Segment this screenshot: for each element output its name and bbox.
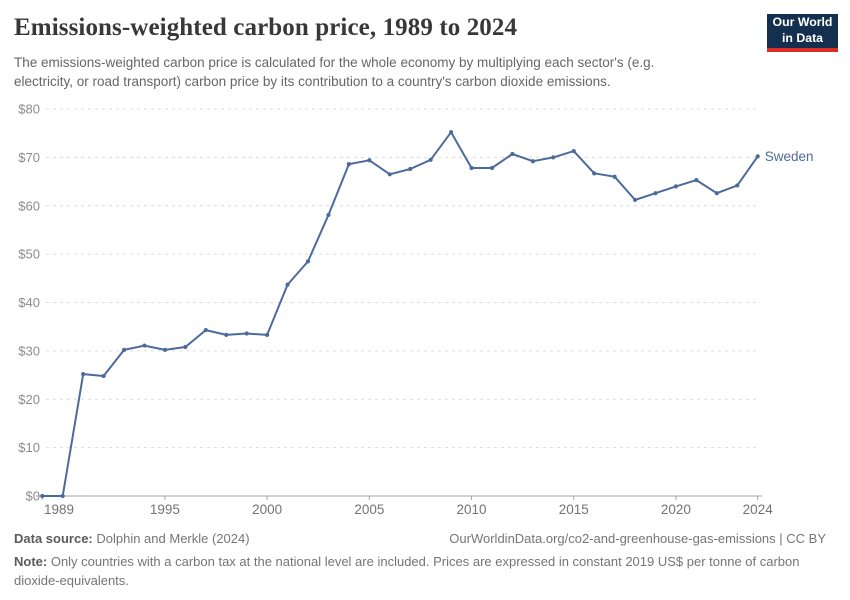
series-end-label[interactable]: Sweden	[765, 149, 814, 164]
data-point[interactable]	[694, 178, 699, 183]
owid-logo-text: Our World in Data	[767, 14, 838, 48]
data-point[interactable]	[387, 172, 392, 177]
data-point[interactable]	[203, 327, 208, 333]
data-point[interactable]	[265, 332, 270, 338]
data-point[interactable]	[121, 347, 127, 353]
data-point[interactable]	[489, 165, 495, 171]
data-point[interactable]	[612, 174, 617, 179]
data-point[interactable]	[469, 165, 474, 171]
chart-header: Emissions-weighted carbon price, 1989 to…	[14, 14, 838, 92]
footer-note: Note: Only countries with a carbon tax a…	[14, 553, 819, 591]
owid-logo-line2: in Data	[782, 31, 823, 45]
y-tick-label: $30	[18, 343, 40, 358]
data-point[interactable]	[101, 373, 106, 379]
chart-footer: Data source: Dolphin and Merkle (2024) O…	[14, 531, 826, 591]
note-label: Note:	[14, 554, 48, 569]
data-point[interactable]	[142, 343, 147, 348]
owid-logo-red-bar	[767, 48, 838, 52]
page-title: Emissions-weighted carbon price, 1989 to…	[14, 14, 518, 41]
data-point[interactable]	[714, 191, 719, 196]
y-tick-label: $70	[18, 150, 40, 165]
data-source-label: Data source:	[14, 531, 93, 546]
y-tick-label: $50	[18, 247, 40, 262]
x-tick-label: 1995	[150, 502, 180, 517]
data-point[interactable]	[449, 130, 454, 135]
note-value: Only countries with a carbon tax at the …	[14, 554, 800, 588]
chart-subtitle: The emissions-weighted carbon price is c…	[14, 55, 655, 89]
data-point[interactable]	[510, 151, 515, 157]
data-point[interactable]	[408, 166, 413, 172]
y-tick-label: $20	[18, 392, 40, 407]
line-chart[interactable]: $0 $10 $20 $30 $40 $50 $60 $70 $80 1989 1995 2000 20…	[0, 96, 850, 528]
data-point[interactable]	[285, 282, 290, 287]
y-tick-label: $60	[18, 198, 40, 213]
data-point[interactable]	[162, 347, 168, 353]
y-tick-label: $0	[26, 489, 40, 504]
data-point[interactable]	[428, 157, 433, 162]
y-tick-label: $80	[18, 102, 40, 117]
data-point[interactable]	[632, 197, 638, 203]
price-line	[41, 131, 759, 497]
data-point[interactable]	[755, 154, 760, 159]
data-point[interactable]	[60, 493, 65, 499]
x-tick-label: 2005	[354, 502, 384, 517]
x-tick-label: 1989	[44, 502, 74, 517]
data-point[interactable]	[530, 159, 535, 164]
data-point[interactable]	[326, 212, 331, 218]
data-point[interactable]	[571, 148, 576, 154]
owid-logo-line1: Our World	[772, 15, 833, 30]
owid-logo[interactable]: Our World in Data	[767, 14, 838, 52]
y-tick-label: $40	[18, 295, 40, 310]
x-tick-label: 2010	[457, 502, 487, 517]
data-point[interactable]	[81, 371, 86, 377]
data-point[interactable]	[673, 184, 679, 189]
x-tick-label: 2015	[559, 502, 589, 517]
data-point[interactable]	[735, 183, 740, 188]
data-point[interactable]	[40, 493, 45, 499]
data-source-value: Dolphin and Merkle (2024)	[92, 531, 250, 546]
x-tick-label: 2000	[252, 502, 282, 517]
x-tick-label: 2020	[661, 502, 691, 517]
data-point[interactable]	[244, 331, 249, 336]
footer-source-row: Data source: Dolphin and Merkle (2024) O…	[14, 531, 826, 546]
y-tick-label: $10	[18, 440, 40, 455]
data-point[interactable]	[551, 155, 556, 160]
data-point[interactable]	[183, 344, 188, 350]
data-point[interactable]	[305, 259, 311, 264]
data-point[interactable]	[346, 162, 351, 167]
data-point[interactable]	[592, 171, 597, 176]
attribution-link[interactable]: OurWorldinData.org/co2-and-greenhouse-ga…	[449, 531, 826, 546]
data-point[interactable]	[224, 332, 229, 338]
data-point[interactable]	[653, 191, 658, 196]
data-source: Data source: Dolphin and Merkle (2024)	[14, 531, 250, 546]
data-point[interactable]	[367, 158, 372, 163]
x-tick-label: 2024	[743, 502, 774, 517]
